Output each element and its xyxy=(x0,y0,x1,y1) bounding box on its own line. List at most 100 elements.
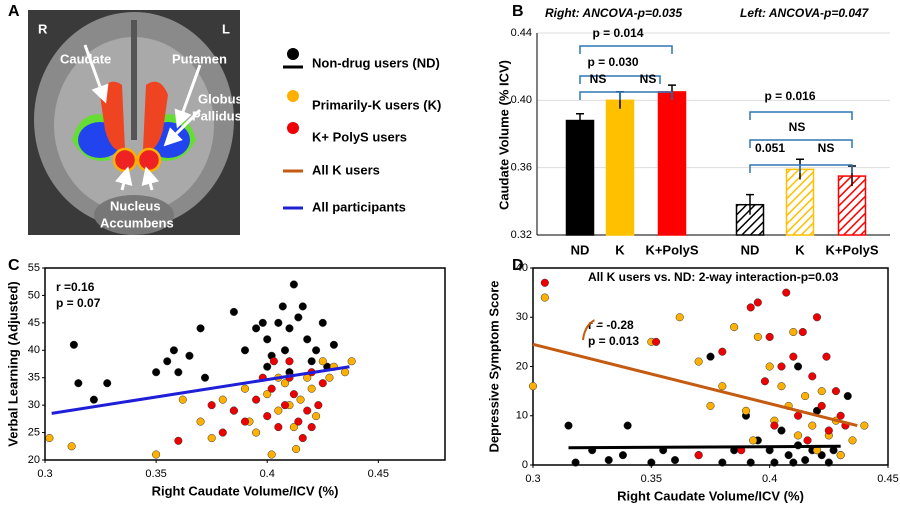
bracket xyxy=(579,45,673,54)
point xyxy=(808,372,817,381)
point xyxy=(289,423,298,432)
region-label: Pallidus xyxy=(192,108,242,123)
point xyxy=(718,458,727,467)
point xyxy=(777,426,786,435)
chart-title: All K users vs. ND: 2-way interaction-p=… xyxy=(588,270,839,284)
point xyxy=(69,340,78,349)
point xyxy=(812,313,822,322)
point xyxy=(777,362,786,371)
point xyxy=(174,368,183,377)
point xyxy=(540,293,549,302)
annotation: p = 0.016 xyxy=(764,89,815,103)
x-tick-label: K+PolyS xyxy=(825,242,878,257)
point xyxy=(794,431,803,440)
point xyxy=(252,395,261,404)
annotation: NS xyxy=(640,72,657,86)
point xyxy=(229,307,238,316)
point xyxy=(784,451,793,460)
region-label: Caudate xyxy=(60,51,111,66)
point xyxy=(670,456,680,465)
y-tick-label: 20 xyxy=(28,454,40,466)
y-tick-label: 20 xyxy=(516,360,528,372)
point xyxy=(152,450,161,459)
point xyxy=(196,417,205,426)
x-axis-label: Right Caudate Volume/ICV (%) xyxy=(152,483,339,498)
x-tick-label: 0.4 xyxy=(762,473,777,485)
point xyxy=(280,401,290,410)
point xyxy=(798,327,807,337)
region-label: Putamen xyxy=(172,51,227,66)
y-tick-label: 0 xyxy=(522,459,528,471)
y-axis-label: Verbal Learning (Adjusted) xyxy=(5,281,20,446)
point xyxy=(312,412,321,421)
point xyxy=(207,401,216,410)
y-axis-label: Caudate Volume (% ICV) xyxy=(496,60,511,210)
point xyxy=(808,421,817,430)
bar xyxy=(785,168,815,236)
y-tick-label: 25 xyxy=(28,426,40,438)
point xyxy=(347,357,356,366)
point xyxy=(196,324,205,333)
panel-letter: B xyxy=(512,3,524,20)
y-tick-label: 45 xyxy=(28,317,40,329)
panel-letter: C xyxy=(8,257,20,274)
region-label: Nucleus xyxy=(110,198,161,213)
x-tick-label: ND xyxy=(741,242,760,257)
point xyxy=(274,406,283,415)
point xyxy=(831,387,840,396)
x-tick-label: K xyxy=(615,242,625,257)
point xyxy=(318,379,327,388)
legend-label: All K users xyxy=(312,162,380,177)
x-tick-label: ND xyxy=(571,242,590,257)
bracket xyxy=(619,91,673,100)
point xyxy=(604,456,613,465)
x-tick-label: K+PolyS xyxy=(645,242,698,257)
point xyxy=(817,451,826,460)
y-tick-label: 0.32 xyxy=(511,229,532,241)
region-label: Accumbens xyxy=(100,215,174,230)
annotation: p = 0.07 xyxy=(56,296,101,310)
point xyxy=(240,346,250,355)
point xyxy=(789,327,798,337)
point xyxy=(718,382,727,391)
x-tick-label: 0.35 xyxy=(641,473,662,485)
point xyxy=(307,357,316,366)
annotation: NS xyxy=(590,72,607,86)
y-tick-label: 55 xyxy=(28,262,40,274)
x-tick-label: 0.3 xyxy=(525,473,540,485)
y-tick-label: 0.36 xyxy=(511,162,532,174)
legend-marker xyxy=(287,122,299,134)
point xyxy=(229,406,238,415)
point xyxy=(280,346,290,355)
point xyxy=(675,313,684,322)
point xyxy=(706,352,715,361)
point xyxy=(741,406,751,415)
point xyxy=(298,434,307,443)
legend-marker xyxy=(287,90,299,102)
y-tick-label: 50 xyxy=(28,289,40,301)
point xyxy=(325,373,334,382)
point xyxy=(836,451,845,460)
point xyxy=(652,337,661,346)
point xyxy=(280,379,290,388)
point xyxy=(789,352,798,361)
x-tick-label: 0.45 xyxy=(368,468,389,480)
point xyxy=(263,362,272,371)
bar xyxy=(565,119,595,236)
annotation: r =0.16 xyxy=(56,280,95,294)
point xyxy=(200,373,210,382)
point xyxy=(817,387,826,396)
bracket xyxy=(749,111,853,120)
point xyxy=(285,357,294,366)
point xyxy=(794,362,803,371)
point xyxy=(252,324,261,333)
point xyxy=(824,426,833,435)
point xyxy=(329,340,338,349)
point xyxy=(789,458,798,467)
point xyxy=(252,428,261,437)
point xyxy=(169,346,178,355)
point xyxy=(292,444,301,454)
point xyxy=(163,357,172,366)
legend-label: Primarily-K users (K) xyxy=(312,97,441,112)
